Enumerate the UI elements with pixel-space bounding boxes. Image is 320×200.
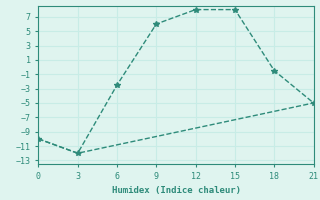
X-axis label: Humidex (Indice chaleur): Humidex (Indice chaleur) [111,186,241,195]
